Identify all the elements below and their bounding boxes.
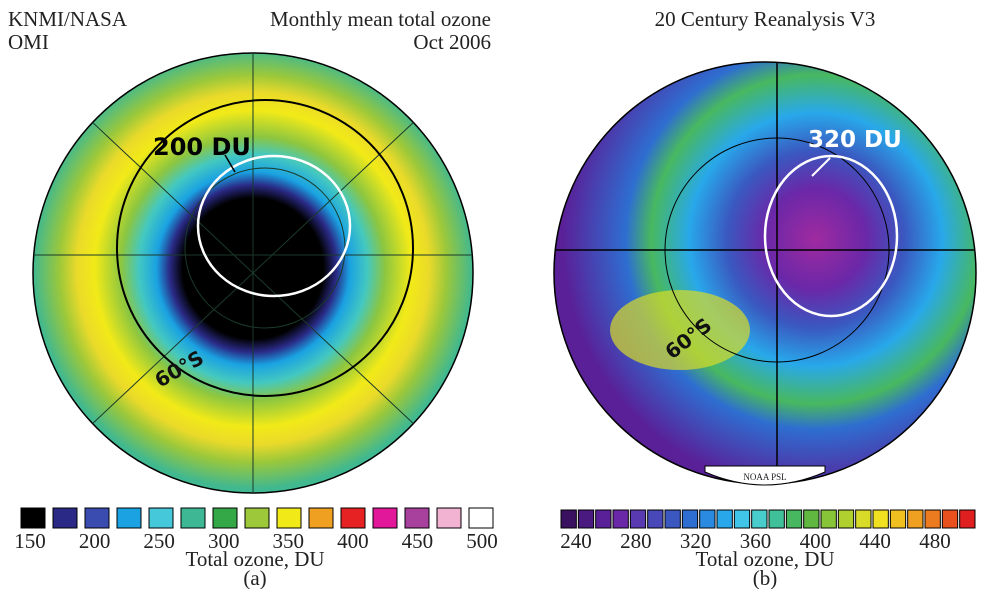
colorbar-swatch	[752, 510, 767, 528]
colorbar-tick-label: 300	[208, 529, 240, 553]
colorbar-swatch	[734, 510, 749, 528]
colorbar-swatch	[149, 508, 173, 528]
colorbar-swatch	[786, 510, 801, 528]
colorbar-swatch	[838, 510, 853, 528]
colorbar-tick-label: 250	[143, 529, 175, 553]
ozone-map-a	[33, 53, 473, 493]
panel-caption: (b)	[753, 566, 778, 589]
colorbar-swatch	[405, 508, 429, 528]
colorbar-tick-label: 350	[273, 529, 305, 553]
credit: NOAA PSL	[743, 472, 786, 482]
colorbar-swatch	[908, 510, 923, 528]
colorbar-swatch	[890, 510, 905, 528]
colorbar-swatch	[578, 510, 593, 528]
colorbar-swatch	[213, 508, 237, 528]
colorbar-swatch	[469, 508, 493, 528]
colorbar-swatch	[665, 510, 680, 528]
colorbar-swatch	[21, 508, 45, 528]
colorbar-swatch	[596, 510, 611, 528]
colorbar-swatch	[925, 510, 940, 528]
colorbar-tick-label: 150	[14, 529, 46, 553]
colorbar-swatch	[245, 508, 269, 528]
colorbar-swatch	[873, 510, 888, 528]
colorbar-swatch	[613, 510, 628, 528]
colorbar-swatch	[630, 510, 645, 528]
colorbar-swatch	[717, 510, 732, 528]
colorbar-swatch	[682, 510, 697, 528]
colorbar-tick-label: 200	[79, 529, 111, 553]
colorbar-swatch	[769, 510, 784, 528]
map-title: Monthly mean total ozone	[270, 7, 491, 31]
colorbar-swatch	[942, 510, 957, 528]
colorbar-swatch	[85, 508, 109, 528]
colorbar-swatch	[561, 510, 576, 528]
ozone-map-b	[554, 62, 976, 485]
colorbar-tick-label: 400	[337, 529, 369, 553]
colorbar-swatch	[856, 510, 871, 528]
colorbar-swatch	[648, 510, 663, 528]
colorbar-tick-label: 280	[620, 529, 652, 553]
colorbar-swatch	[437, 508, 461, 528]
colorbar-tick-label: 500	[466, 529, 498, 553]
colorbar-swatch	[277, 508, 301, 528]
contour-label: 200 DU	[153, 133, 251, 161]
source-label: OMI	[8, 30, 49, 54]
source-label: KNMI/NASA	[8, 7, 128, 31]
colorbar-tick-label: 320	[680, 529, 712, 553]
colorbar-swatch	[804, 510, 819, 528]
colorbar-swatch	[181, 508, 205, 528]
colorbar-tick-label: 450	[402, 529, 434, 553]
colorbar-swatch	[373, 508, 397, 528]
colorbar-tick-label: 400	[800, 529, 832, 553]
map-date: Oct 2006	[413, 30, 491, 54]
colorbar-tick-label: 440	[859, 529, 891, 553]
panel-caption: (a)	[243, 566, 266, 589]
colorbar-tick-label: 240	[560, 529, 592, 553]
colorbar-swatch	[960, 510, 975, 528]
map-title: 20 Century Reanalysis V3	[655, 7, 876, 31]
colorbar-swatch	[309, 508, 333, 528]
figure: KNMI/NASA OMI Monthly mean total ozone O…	[0, 0, 983, 589]
colorbar-swatch	[117, 508, 141, 528]
colorbar-swatch	[700, 510, 715, 528]
contour-label: 320 DU	[808, 127, 902, 153]
colorbar-tick-label: 360	[740, 529, 772, 553]
colorbar-swatch	[821, 510, 836, 528]
colorbar-swatch	[53, 508, 77, 528]
colorbar-tick-label: 480	[919, 529, 951, 553]
colorbar-swatch	[341, 508, 365, 528]
